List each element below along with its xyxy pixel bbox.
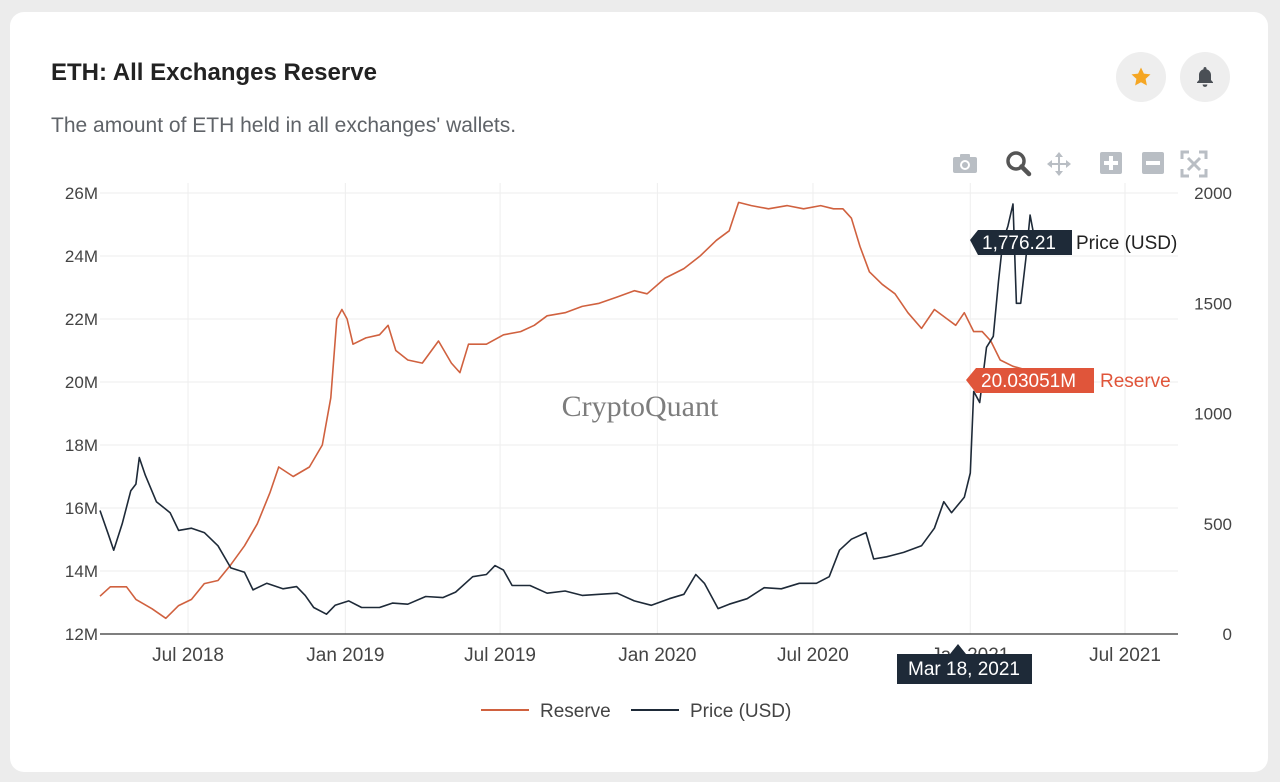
y-left-tick-label: 20M [65,373,98,392]
zoom-in-icon[interactable] [1098,150,1124,176]
x-tick-label: Jul 2020 [777,645,849,666]
legend: Reserve Price (USD) [481,701,791,722]
camera-icon[interactable] [951,150,979,176]
x-tick-label: Jan 2019 [306,645,384,666]
watermark-logo: CryptoQuant [562,390,719,423]
y-left-tick-label: 24M [65,247,98,266]
legend-label-reserve: Reserve [540,701,611,722]
reserve-hover-series: Reserve [1100,371,1171,392]
y-left-tick-label: 22M [65,310,98,329]
legend-item-price[interactable]: Price (USD) [631,701,791,722]
favorite-button[interactable] [1116,52,1166,102]
price-hover-value: 1,776.21 [982,233,1056,254]
alert-button[interactable] [1180,52,1230,102]
star-icon [1131,67,1151,86]
reserve-hover-label: 20.03051M Reserve [966,368,1171,393]
y-right-tick-label: 2000 [1194,184,1232,203]
zoom-out-icon[interactable] [1140,150,1166,176]
y-left-tick-label: 18M [65,436,98,455]
date-hover-value: Mar 18, 2021 [908,659,1020,680]
date-hover-label: Mar 18, 2021 [897,644,1032,684]
zoom-icon[interactable] [1004,150,1032,178]
y-right-tick-label: 1000 [1194,405,1232,424]
reserve-series-line[interactable] [99,201,1036,620]
bell-icon [1197,67,1213,87]
reserve-hover-value: 20.03051M [981,371,1076,392]
series-lines[interactable] [99,201,1036,620]
legend-label-price: Price (USD) [690,701,791,722]
y-right-tick-label: 500 [1204,515,1232,534]
y-left-tick-label: 14M [65,562,98,581]
x-tick-label: Jul 2019 [464,645,536,666]
y-left-tick-label: 26M [65,184,98,203]
y-left-tick-label: 16M [65,499,98,518]
price-hover-series: Price (USD) [1076,233,1177,254]
y-right-tick-label: 0 [1223,625,1232,644]
pan-icon[interactable] [1044,150,1074,180]
x-tick-label: Jul 2018 [152,645,224,666]
x-tick-label: Jan 2020 [618,645,696,666]
page-title: ETH: All Exchanges Reserve [51,59,377,86]
price-series-line[interactable] [99,203,1036,615]
autoscale-icon[interactable] [1180,150,1208,178]
page-subtitle: The amount of ETH held in all exchanges'… [51,114,517,137]
y-right-tick-label: 1500 [1194,294,1232,313]
x-tick-label: Jul 2021 [1089,645,1161,666]
price-hover-label: 1,776.21 Price (USD) [970,230,1177,255]
y-left-tick-label: 12M [65,625,98,644]
legend-item-reserve[interactable]: Reserve [481,701,611,722]
